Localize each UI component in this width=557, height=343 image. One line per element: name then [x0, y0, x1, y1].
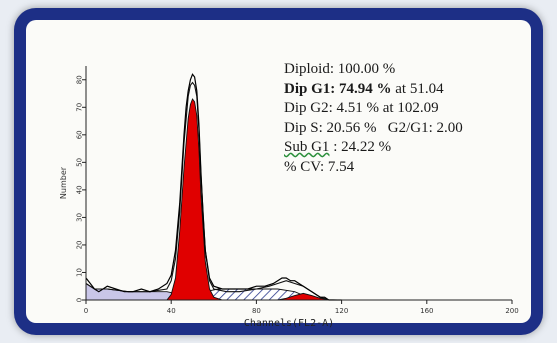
dip-g2-text: Dip G2: 4.51 % at 102.09: [284, 100, 439, 116]
y-tick-label: 30: [76, 213, 84, 222]
histogram-line: [85, 73, 342, 301]
dip-g1-text: Dip G1: 74.94 % at 51.04: [284, 80, 463, 100]
dip-s-text: Dip S: 20.56 % G2/G1: 2.00: [284, 119, 463, 139]
y-tick-label: 70: [76, 103, 84, 112]
y-tick-label: 60: [76, 130, 84, 139]
x-tick-label: 80: [252, 307, 261, 315]
x-axis-title: Channels(FL2-A): [244, 318, 334, 329]
y-tick-label: 80: [76, 75, 84, 84]
y-tick-label: 40: [76, 185, 84, 194]
x-tick-label: 0: [84, 307, 88, 315]
y-tick-label: 20: [76, 240, 84, 249]
cv-text: % CV: 7.54: [284, 158, 355, 175]
y-axis-title: Number: [59, 166, 68, 199]
x-tick-label: 120: [335, 307, 348, 315]
y-tick-label: 10: [76, 268, 84, 277]
y-tick-label: 50: [76, 158, 84, 167]
y-tick-label: 0: [76, 298, 84, 302]
dip-g1-at: at 51.04: [391, 80, 444, 97]
g2-g1-ratio: G2/G1: 2.00: [387, 119, 463, 136]
x-tick-label: 40: [167, 307, 176, 315]
sub-g1-value: : 24.22 %: [329, 139, 392, 155]
chart-panel: [26, 20, 531, 323]
stats-annotation: Diploid: 100.00 % Dip G1: 74.94 % at 51.…: [284, 60, 463, 177]
series-dip-g1-area: [165, 98, 223, 301]
diploid-text: Diploid: 100.00 %: [284, 61, 396, 77]
x-tick-label: 200: [505, 307, 518, 315]
x-tick-label: 160: [420, 307, 433, 315]
sub-g1-label: Sub G1: [284, 139, 330, 155]
dip-g1-label: Dip G1: 74.94 %: [284, 80, 392, 97]
dip-s-value: Dip S: 20.56 %: [284, 119, 377, 136]
sub-g1-text: Sub G1 : 24.22 %: [284, 138, 463, 158]
